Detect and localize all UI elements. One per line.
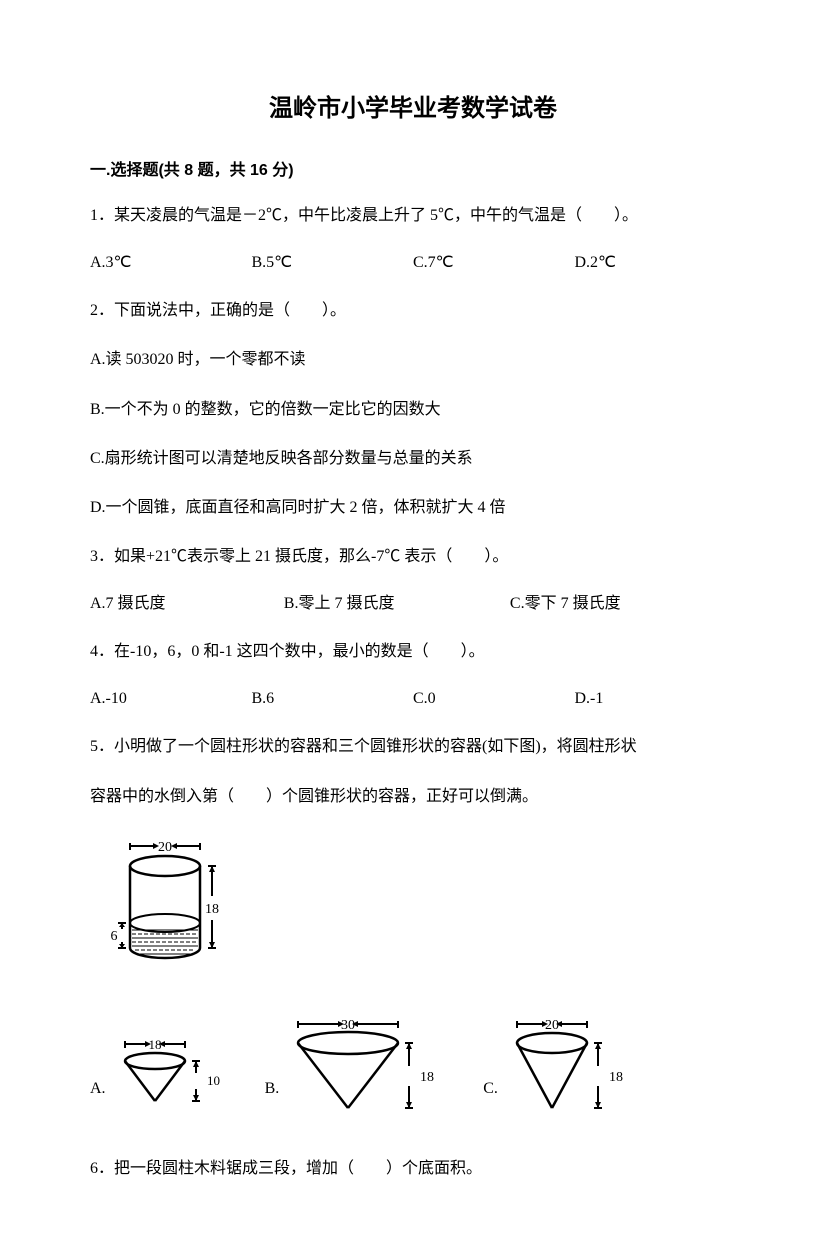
question-2: 2．下面说法中，正确的是（ ）。 — [90, 293, 736, 328]
question-4: 4．在-10，6，0 和-1 这四个数中，最小的数是（ ）。 — [90, 634, 736, 669]
cone-option-b: B. 30 18 — [265, 1016, 444, 1121]
question-2-options: A.读 503020 时，一个零都不读 B.一个不为 0 的整数，它的倍数一定比… — [90, 342, 736, 525]
q1-option-c: C.7℃ — [413, 247, 575, 279]
q1-option-a: A.3℃ — [90, 247, 252, 279]
cone-c-label: C. — [483, 1076, 498, 1122]
cone-b-label: B. — [265, 1076, 280, 1122]
section-1-header: 一.选择题(共 8 题，共 16 分) — [90, 158, 736, 184]
question-6: 6．把一段圆柱木料锯成三段，增加（ ）个底面积。 — [90, 1151, 736, 1186]
q2-option-b: B.一个不为 0 的整数，它的倍数一定比它的因数大 — [90, 392, 736, 427]
q3-option-a: A.7 摄氏度 — [90, 588, 284, 620]
q3-option-c: C.零下 7 摄氏度 — [510, 588, 736, 620]
q4-option-c: C.0 — [413, 683, 575, 715]
question-1: 1．某天凌晨的气温是－2℃，中午比凌晨上升了 5℃，中午的气温是（ ）。 — [90, 198, 736, 233]
q2-option-d: D.一个圆锥，底面直径和高同时扩大 2 倍，体积就扩大 4 倍 — [90, 490, 736, 525]
cylinder-height-label: 18 — [205, 902, 219, 917]
cone-b-height: 18 — [420, 1070, 434, 1085]
cylinder-top-label: 20 — [158, 840, 172, 855]
cylinder-water-label: 6 — [111, 929, 118, 944]
question-5-line2: 容器中的水倒入第（ ）个圆锥形状的容器，正好可以倒满。 — [90, 779, 736, 814]
q3-option-b: B.零上 7 摄氏度 — [284, 588, 510, 620]
cone-a-label: A. — [90, 1076, 106, 1122]
q1-option-d: D.2℃ — [575, 247, 737, 279]
cone-options-row: A. 18 10 B. — [90, 1016, 736, 1121]
cone-c-height: 18 — [609, 1070, 623, 1085]
q1-option-b: B.5℃ — [252, 247, 414, 279]
question-3: 3．如果+21℃表示零上 21 摄氏度，那么-7℃ 表示（ ）。 — [90, 539, 736, 574]
cone-a-top: 18 — [148, 1037, 161, 1052]
cylinder-figure: 20 18 6 — [110, 838, 736, 977]
q4-option-d: D.-1 — [575, 683, 737, 715]
q2-option-a: A.读 503020 时，一个零都不读 — [90, 342, 736, 377]
question-5-line1: 5．小明做了一个圆柱形状的容器和三个圆锥形状的容器(如下图)，将圆柱形状 — [90, 729, 736, 764]
cone-a-height: 10 — [207, 1073, 220, 1088]
cone-c-top: 20 — [545, 1018, 559, 1033]
cone-option-a: A. 18 10 — [90, 1036, 225, 1121]
page-title: 温岭市小学毕业考数学试卷 — [90, 90, 736, 128]
q4-option-a: A.-10 — [90, 683, 252, 715]
q4-option-b: B.6 — [252, 683, 414, 715]
question-4-options: A.-10 B.6 C.0 D.-1 — [90, 683, 736, 715]
cone-option-c: C. 20 18 — [483, 1016, 632, 1121]
q2-option-c: C.扇形统计图可以清楚地反映各部分数量与总量的关系 — [90, 441, 736, 476]
question-1-options: A.3℃ B.5℃ C.7℃ D.2℃ — [90, 247, 736, 279]
question-3-options: A.7 摄氏度 B.零上 7 摄氏度 C.零下 7 摄氏度 — [90, 588, 736, 620]
